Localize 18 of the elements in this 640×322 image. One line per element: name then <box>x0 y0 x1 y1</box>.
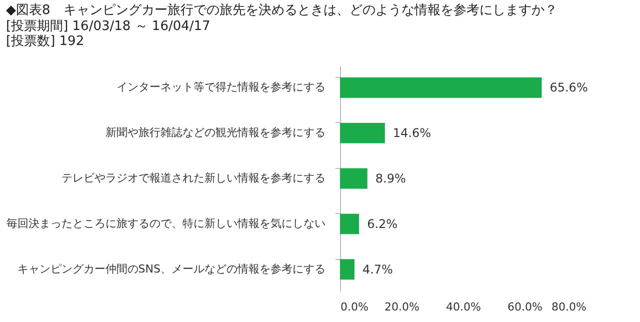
y-tick-label: 毎回決まったところに旅するので、特に新しい情報を気にしない <box>6 216 326 230</box>
y-tick-label: 新聞や旅行雑誌などの観光情報を参考にする <box>106 126 326 140</box>
x-tick-label: 40.0% <box>446 300 481 314</box>
data-label: 6.2% <box>367 216 398 231</box>
data-label: 14.6% <box>392 126 432 140</box>
y-tick-label: キャンピングカー仲間のSNS、メールなどの情報を参考にする <box>17 262 326 276</box>
text: [投票数] 192 <box>6 34 84 49</box>
text: [投票期間] 16/03/18 ～ 16/04/17 <box>6 19 210 34</box>
y-tick-label: テレビやラジオで報道された新しい情報を参考にする <box>62 172 326 184</box>
x-tick-label: 60.0% <box>508 300 542 314</box>
x-tick-label: 0.0% <box>340 300 368 314</box>
data-label: 4.7% <box>362 262 393 276</box>
chart-title: ◆図表8 キャンピングカー旅行での旅先を決めるときは、どのような情報を参考にしますか？ <box>6 3 558 18</box>
x-tick-label: 80.0% <box>552 300 586 314</box>
x-tick-label: 20.0% <box>384 300 420 314</box>
data-label: 8.9% <box>375 172 406 186</box>
y-tick-label: インターネット等で得た情報を参考にする <box>116 80 326 94</box>
data-label: 65.6% <box>550 80 588 95</box>
